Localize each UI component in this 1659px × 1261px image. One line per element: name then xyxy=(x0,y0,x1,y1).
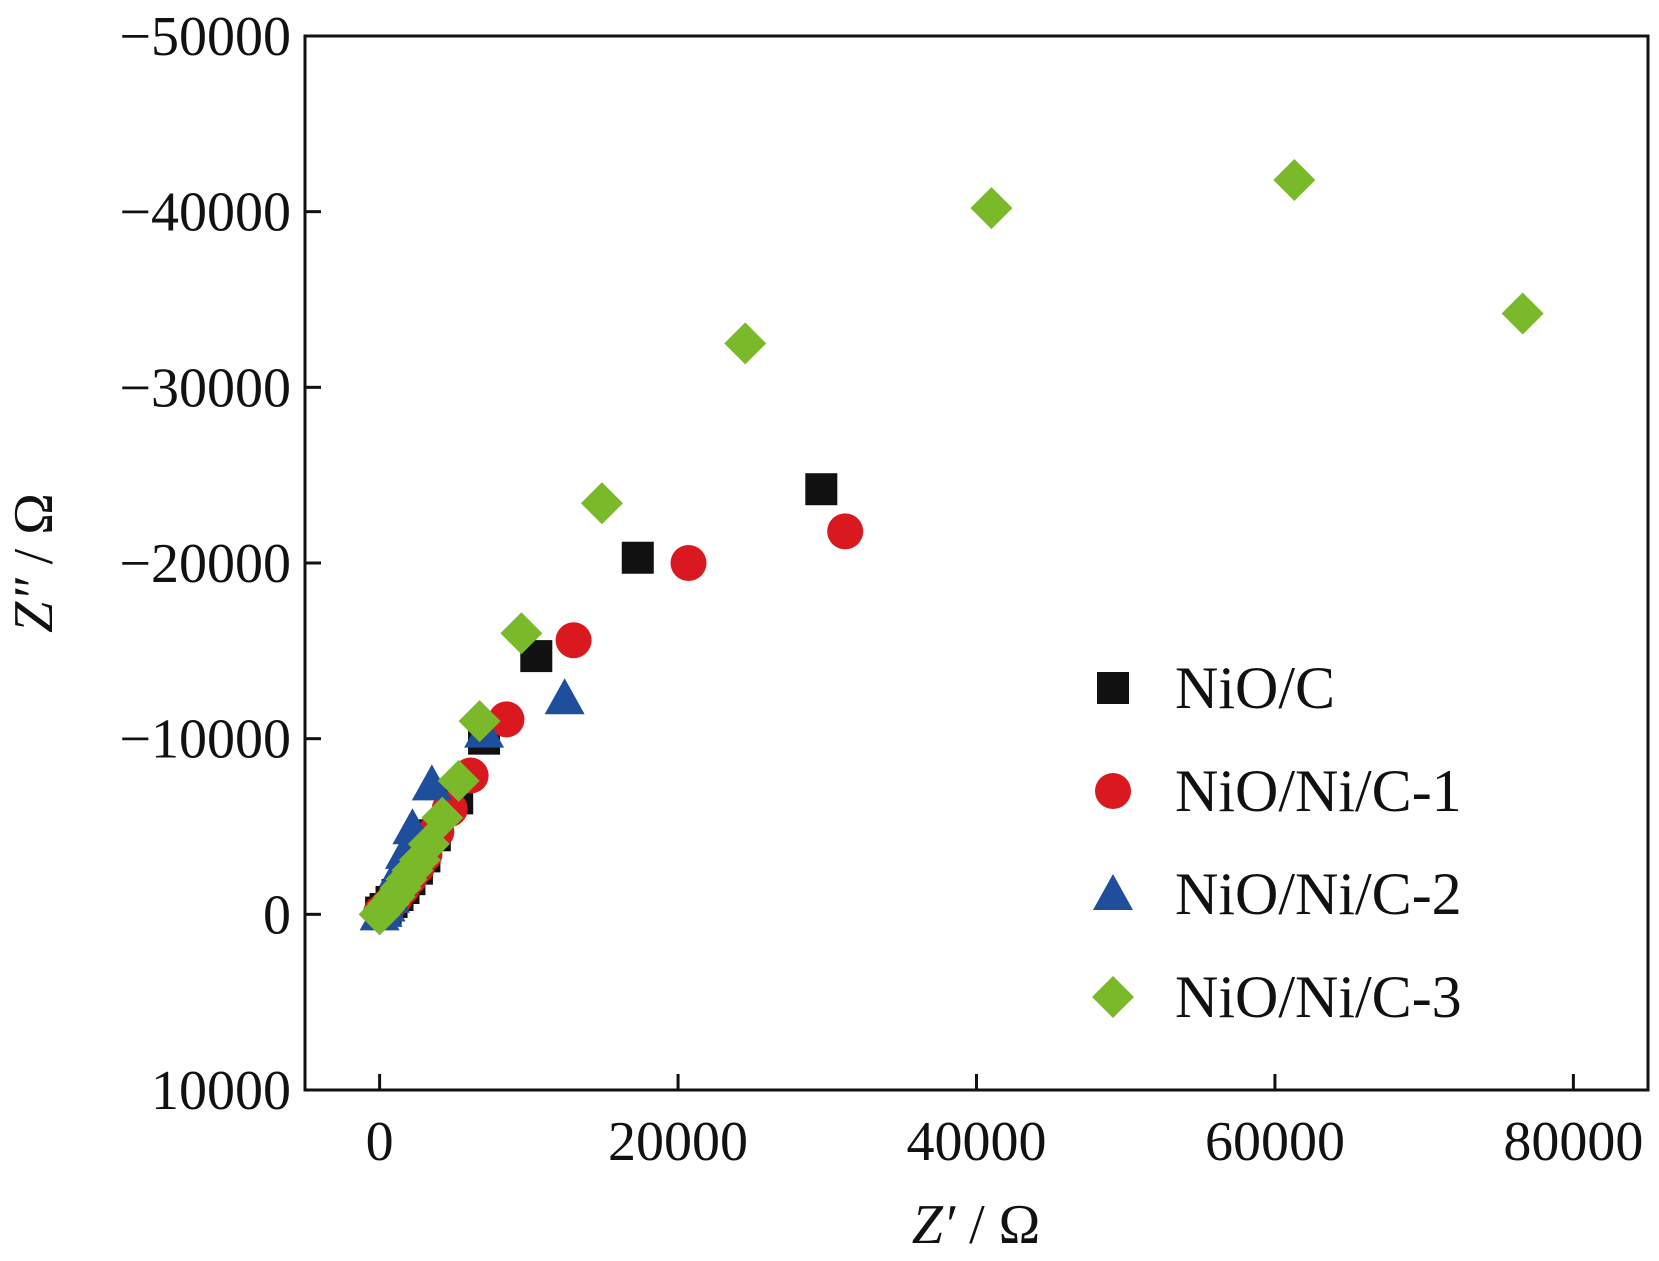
point-nio-ni-c-3 xyxy=(458,700,501,743)
point-nio-ni-c-3 xyxy=(421,796,464,839)
point-nio-ni-c-3 xyxy=(580,482,623,525)
point-nio-ni-c-3 xyxy=(1501,292,1544,335)
point-nio-c xyxy=(805,473,838,506)
x-tick-label: 40000 xyxy=(907,1111,1047,1173)
point-nio-ni-c-3 xyxy=(1273,159,1316,202)
x-axis-ticks: 0 20000 40000 60000 80000 xyxy=(366,1074,1643,1173)
x-axis-label-unit: / Ω xyxy=(955,1194,1040,1256)
x-axis-label-symbol: Z′ xyxy=(912,1194,956,1256)
x-tick-label: 80000 xyxy=(1503,1111,1643,1173)
y-tick-label: 10000 xyxy=(151,1060,291,1122)
y-axis-label: Z″ / Ω xyxy=(3,493,65,633)
legend-label-nio-ni-c-1: NiO/Ni/C-1 xyxy=(1175,758,1462,824)
y-axis-label-symbol: Z″ xyxy=(3,578,65,633)
y-tick-label: −20000 xyxy=(119,533,291,595)
legend: NiO/C NiO/Ni/C-1 NiO/Ni/C-2 NiO/Ni/C-3 xyxy=(1092,655,1462,1030)
legend-label-nio-ni-c-3: NiO/Ni/C-3 xyxy=(1175,964,1462,1030)
point-nio-c xyxy=(621,541,654,574)
point-nio-ni-c-3 xyxy=(970,187,1013,230)
point-nio-ni-c-2 xyxy=(544,678,585,715)
x-axis-label: Z′ / Ω xyxy=(912,1194,1041,1256)
y-tick-label: 0 xyxy=(263,884,291,946)
plot-area-frame xyxy=(303,34,1650,1092)
point-nio-ni-c-3 xyxy=(500,612,543,655)
point-nio-ni-c-1 xyxy=(488,701,525,738)
legend-label-nio-ni-c-2: NiO/Ni/C-2 xyxy=(1175,861,1462,927)
x-tick-label: 20000 xyxy=(608,1111,748,1173)
legend-marker-nio-ni-c-2 xyxy=(1093,874,1133,910)
legend-marker-nio-ni-c-1 xyxy=(1095,773,1131,809)
point-nio-ni-c-1 xyxy=(555,622,592,659)
data-series xyxy=(358,159,1544,936)
y-tick-label: −30000 xyxy=(119,357,291,419)
point-nio-ni-c-3 xyxy=(437,759,480,802)
y-tick-label: −10000 xyxy=(119,709,291,771)
y-tick-label: −40000 xyxy=(119,182,291,244)
point-nio-ni-c-1 xyxy=(670,545,707,581)
series-nio-ni-c-3 xyxy=(358,159,1544,936)
x-tick-label: 60000 xyxy=(1205,1111,1345,1173)
legend-label-nio-c: NiO/C xyxy=(1175,655,1335,721)
y-tick-label: −50000 xyxy=(119,6,291,68)
y-axis-ticks: −50000 −40000 −30000 −20000 −10000 0 10000 xyxy=(119,6,321,1122)
legend-marker-nio-ni-c-3 xyxy=(1092,976,1134,1018)
x-tick-label: 0 xyxy=(366,1111,394,1173)
point-nio-ni-c-1 xyxy=(827,513,864,550)
y-axis-label-unit: / Ω xyxy=(3,493,65,578)
point-nio-ni-c-2 xyxy=(411,764,452,801)
legend-marker-nio-c xyxy=(1097,672,1129,704)
point-nio-ni-c-3 xyxy=(724,322,767,365)
